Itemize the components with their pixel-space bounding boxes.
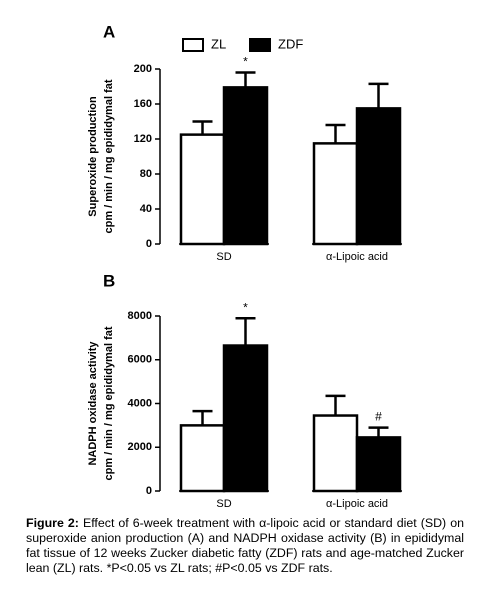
annotation: * xyxy=(243,300,248,314)
figure: A Superoxide production cpm / min / mg epi… xyxy=(87,22,402,510)
y-tick-label: 8000 xyxy=(128,310,152,322)
y-axis-label: cpm / min / mg epididymal fat xyxy=(103,326,115,480)
y-tick-label: 80 xyxy=(140,168,152,180)
bar xyxy=(222,344,269,493)
x-tick-label: α-Lipoic acid xyxy=(326,251,388,263)
y-tick-label: 0 xyxy=(146,238,152,250)
y-axis-label: NADPH oxidase activity xyxy=(87,341,99,466)
y-axis-label: cpm / min / mg epididymal fat xyxy=(103,79,115,233)
y-tick-label: 120 xyxy=(134,133,152,145)
annotation: # xyxy=(375,410,382,424)
y-tick-label: 160 xyxy=(134,98,152,110)
y-tick-label: 4000 xyxy=(128,397,152,409)
x-tick-label: α-Lipoic acid xyxy=(326,498,388,510)
y-axis-label: Superoxide production xyxy=(87,96,99,217)
x-tick-label: SD xyxy=(216,251,231,263)
y-tick-label: 40 xyxy=(140,203,152,215)
bar xyxy=(179,133,226,246)
annotation: * xyxy=(243,55,248,69)
bar xyxy=(355,107,402,246)
legend-swatch xyxy=(249,38,271,52)
legend-label: ZL xyxy=(211,36,226,51)
caption-text: Effect of 6-week treatment with α-lipoic… xyxy=(26,516,464,575)
x-tick-label: SD xyxy=(216,498,231,510)
legend-label: ZDF xyxy=(278,36,303,51)
y-tick-label: 6000 xyxy=(128,354,152,366)
caption: Figure 2: Effect of 6-week treatment wit… xyxy=(26,516,464,576)
panel-label: B xyxy=(103,271,115,290)
y-tick-label: 0 xyxy=(146,485,152,497)
bar xyxy=(312,414,359,493)
bar xyxy=(179,424,226,493)
panel-label: A xyxy=(103,22,115,41)
caption-label: Figure 2: xyxy=(26,516,79,530)
bar xyxy=(222,86,269,246)
legend-swatch xyxy=(182,38,204,52)
y-tick-label: 2000 xyxy=(128,441,152,453)
y-tick-label: 200 xyxy=(134,63,152,75)
bar xyxy=(355,436,402,493)
bar xyxy=(312,142,359,246)
